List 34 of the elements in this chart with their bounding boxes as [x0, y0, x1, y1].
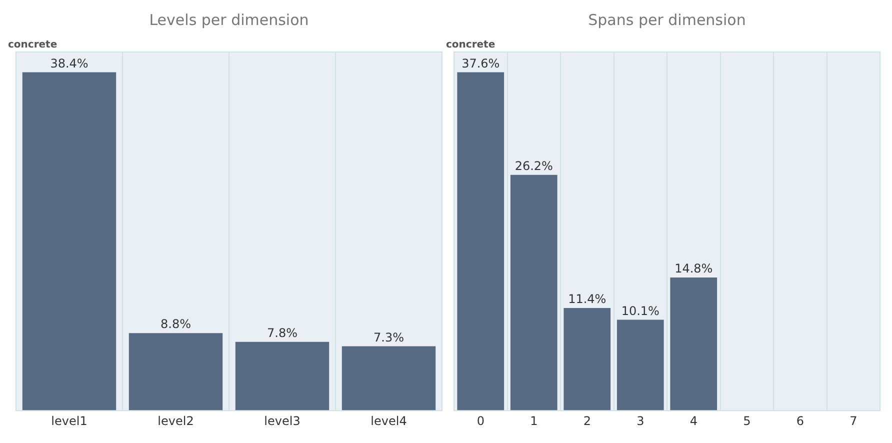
x-tick-label: 0 — [476, 414, 484, 428]
bar — [342, 346, 436, 411]
bar — [128, 333, 223, 411]
x-tick-label: level4 — [370, 414, 407, 428]
bar — [564, 308, 611, 411]
x-tick-label: 2 — [583, 414, 591, 428]
x-tick-label: 3 — [636, 414, 644, 428]
x-tick-label: 1 — [530, 414, 538, 428]
x-tick-label: level1 — [51, 414, 88, 428]
data-label: 7.8% — [267, 326, 298, 340]
x-tick-label: 7 — [850, 414, 858, 428]
data-label: 14.8% — [674, 262, 713, 276]
x-tick-label: level3 — [264, 414, 300, 428]
chart-title: Levels per dimension — [149, 10, 309, 29]
x-tick-label: level2 — [158, 414, 194, 428]
data-label: 37.6% — [462, 56, 500, 70]
data-label: 11.4% — [568, 292, 606, 306]
bar — [670, 277, 718, 411]
text: concrete — [446, 40, 496, 51]
bar — [510, 174, 558, 411]
x-tick-label: 4 — [690, 414, 698, 428]
bar — [22, 72, 116, 411]
text: concrete — [8, 40, 58, 51]
chart-title: Spans per dimension — [588, 10, 746, 29]
bar — [235, 342, 330, 411]
x-tick-label: 6 — [796, 414, 804, 428]
data-label: 8.8% — [160, 317, 191, 332]
data-label: 26.2% — [514, 158, 553, 173]
data-label: 38.4% — [50, 56, 88, 70]
data-label: 7.3% — [374, 330, 404, 344]
bar — [616, 320, 664, 411]
x-tick-label: 5 — [743, 414, 751, 428]
data-label: 10.1% — [621, 304, 660, 318]
bar — [457, 72, 504, 411]
